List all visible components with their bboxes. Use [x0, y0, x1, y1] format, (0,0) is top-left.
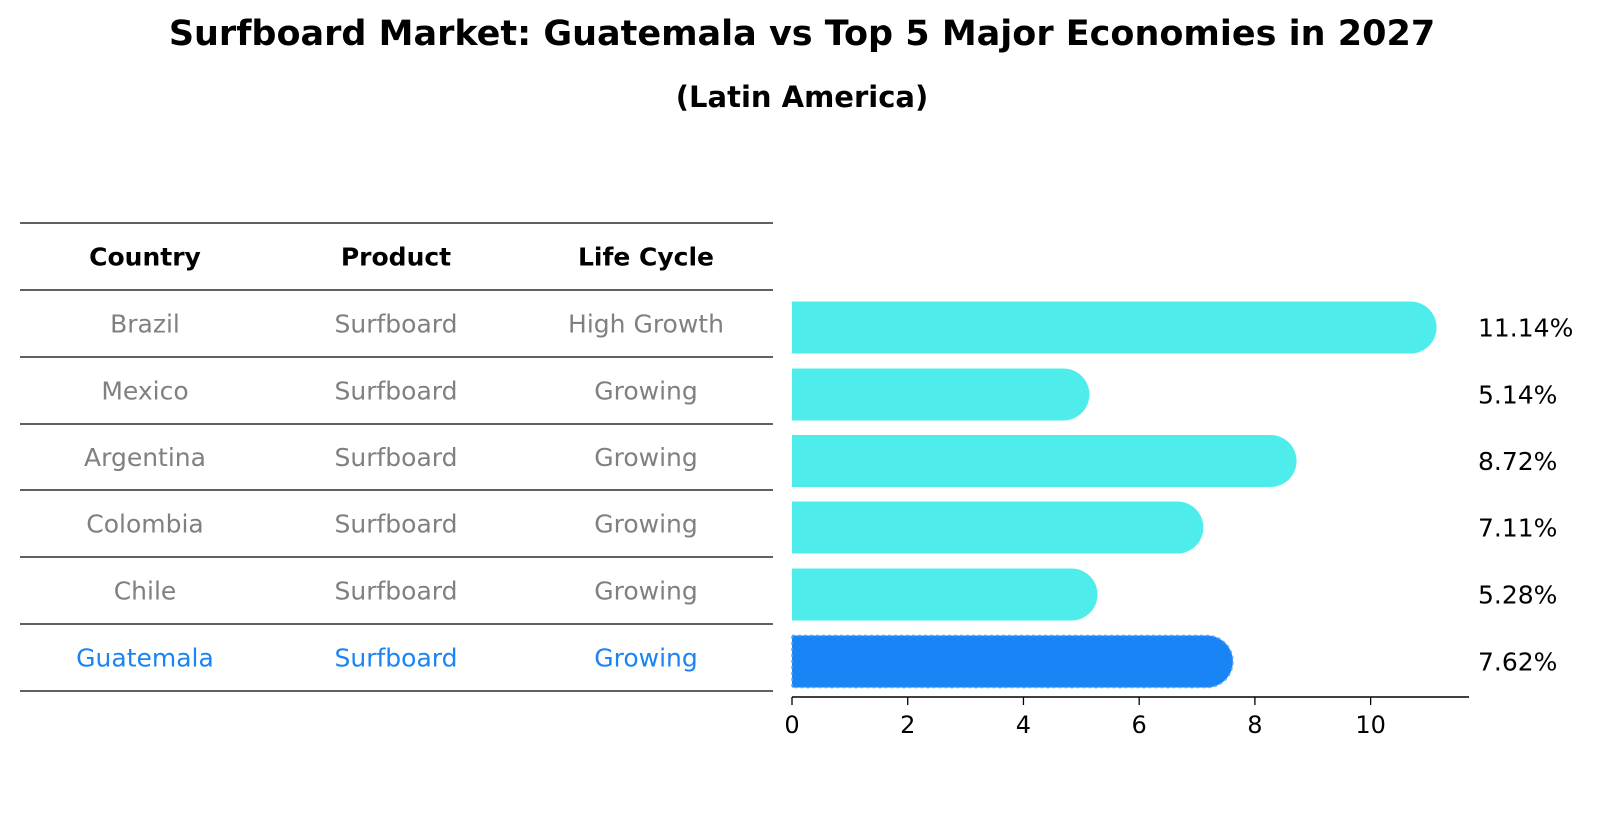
x-tick-label: 4	[1016, 711, 1031, 739]
x-tick-label: 8	[1247, 711, 1262, 739]
bar-mexico	[792, 368, 1090, 421]
table-cell: Surfboard	[335, 443, 458, 472]
x-tick-label: 10	[1355, 711, 1386, 739]
table-cell: Argentina	[84, 443, 206, 472]
bar-value-label: 5.14%	[1478, 381, 1557, 410]
table-cell: Growing	[594, 644, 698, 673]
table-cell: Colombia	[86, 510, 203, 539]
table-cell: Growing	[594, 510, 698, 539]
bar-chile	[792, 568, 1098, 621]
x-tick-label: 2	[900, 711, 915, 739]
table-header-cell: Product	[341, 243, 451, 272]
table-cell: Brazil	[110, 310, 180, 339]
bar-value-label: 7.11%	[1478, 514, 1557, 543]
table-cell: Growing	[594, 577, 698, 606]
table-cell: Surfboard	[335, 377, 458, 406]
chart-title: Surfboard Market: Guatemala vs Top 5 Maj…	[168, 14, 1436, 54]
bar-chart: 11.14% 5.14% 8.72% 7.11% 5.28% 7.62%	[791, 301, 1573, 689]
bar-colombia	[792, 501, 1204, 554]
table-cell: High Growth	[568, 310, 724, 339]
table-cell: Growing	[594, 443, 698, 472]
chart-subtitle: (Latin America)	[675, 80, 929, 114]
bar-value-label: 7.62%	[1478, 648, 1557, 677]
table-cell: Surfboard	[335, 644, 458, 673]
table-cell: Surfboard	[335, 577, 458, 606]
table-header-cell: Country	[89, 243, 201, 272]
bar-argentina	[792, 435, 1297, 487]
table-cell: Mexico	[101, 377, 188, 406]
bar-brazil	[792, 301, 1437, 354]
bar-value-label: 5.28%	[1478, 581, 1557, 610]
table-cell: Surfboard	[335, 310, 458, 339]
x-axis: 0 2 4 6 8 10	[784, 696, 1469, 739]
table-cell: Chile	[114, 577, 177, 606]
table-cell: Surfboard	[335, 510, 458, 539]
table-cell: Guatemala	[76, 644, 214, 673]
data-table: Country Product Life Cycle Brazil Surfboard H…	[20, 222, 773, 692]
x-tick-label: 0	[784, 711, 799, 739]
bar-value-label: 8.72%	[1478, 447, 1557, 476]
bar-value-label: 11.14%	[1478, 314, 1573, 343]
table-cell: Growing	[594, 377, 698, 406]
table-header-cell: Life Cycle	[578, 243, 714, 272]
x-tick-label: 6	[1132, 711, 1147, 739]
bar-guatemala	[791, 634, 1234, 689]
